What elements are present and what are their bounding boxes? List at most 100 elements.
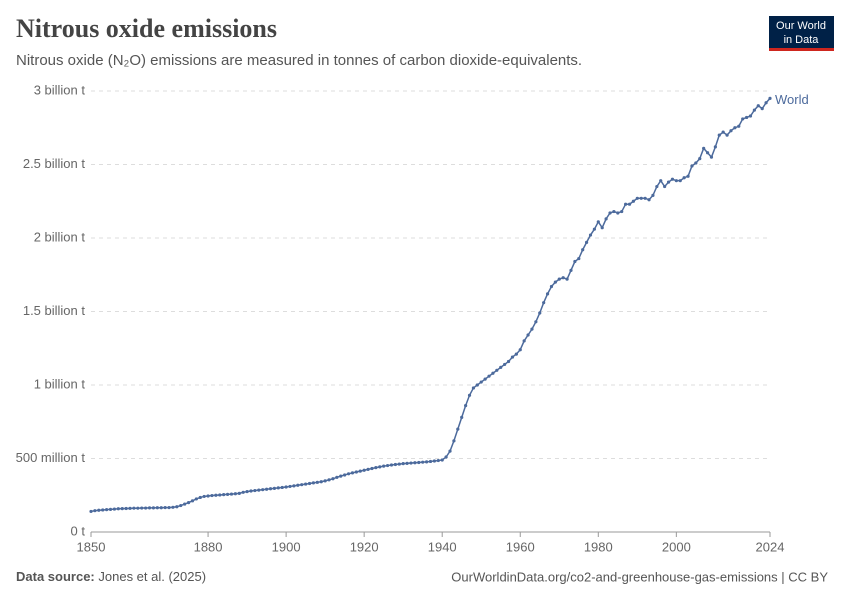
point [89,509,93,514]
point [561,276,565,280]
point [635,196,639,200]
x-tick-label: 2000 [662,539,691,554]
line [90,97,771,513]
point [323,479,327,483]
point [261,488,265,492]
point [448,449,452,453]
point [397,462,401,466]
point [417,460,421,465]
point [354,470,358,474]
point [565,277,569,281]
point [97,508,101,512]
point [729,129,733,133]
point [436,458,440,463]
point [756,104,760,108]
point [101,508,105,512]
point [510,355,515,359]
point [335,475,339,479]
point [128,506,132,510]
point [534,320,538,324]
point [639,196,643,200]
point [655,184,659,189]
point [413,461,417,465]
point [460,415,464,419]
point [647,198,651,202]
point [483,377,487,381]
point [385,463,390,468]
point [268,487,273,491]
point [343,473,347,477]
point [378,465,382,469]
point [624,202,628,206]
point [608,211,612,215]
point [253,488,257,493]
point [584,240,589,245]
point [694,161,698,165]
logo-text: Our World [776,20,826,32]
point [530,327,534,331]
point [202,494,206,499]
point [432,459,437,463]
point [452,439,456,443]
point [705,151,710,155]
point [186,501,191,505]
point [690,164,694,168]
point [284,485,288,489]
point [741,117,745,121]
point [155,506,159,510]
point [171,505,175,509]
point [163,505,167,510]
point [440,458,444,462]
point [569,268,573,272]
x-tick-label: 2024 [756,539,785,554]
point [491,371,495,375]
point [112,507,117,511]
point [627,202,632,206]
point [206,494,210,498]
series-label: World [775,92,809,107]
point [659,179,663,183]
point [643,196,647,200]
point [249,489,253,493]
point [245,489,249,494]
x-tick-label: 1980 [584,539,613,554]
point [358,469,362,473]
point [225,492,230,496]
x-tick-label: 1900 [272,539,301,554]
point [631,199,636,203]
point [350,471,355,475]
y-tick-label: 2 billion t [34,229,86,244]
point [311,481,316,485]
source: Jones et al. (2025) [98,569,206,584]
point [179,503,183,508]
point [721,130,725,134]
point [319,480,323,484]
logo-text: in Data [784,34,820,46]
y-tick-label: 1.5 billion t [23,303,86,318]
point [136,506,140,510]
logo[interactable]: Our World in Data [769,16,834,51]
point [506,359,511,364]
point [522,339,526,343]
point [393,462,397,467]
point [588,233,593,237]
point [768,96,772,100]
point [764,101,768,105]
point [292,484,296,488]
point [698,157,702,161]
point [702,146,706,150]
point [222,493,226,497]
point [495,368,499,372]
point [444,455,448,459]
point [300,483,304,487]
point [175,505,179,509]
point [557,277,561,281]
chart-title: Nitrous oxide emissions [16,14,277,43]
point [479,380,483,384]
point [218,493,222,497]
point [612,209,616,214]
footer-url[interactable]: OurWorldinData.org/co2-and-greenhouse-ga… [451,569,828,584]
point [526,333,530,337]
point [737,124,741,128]
